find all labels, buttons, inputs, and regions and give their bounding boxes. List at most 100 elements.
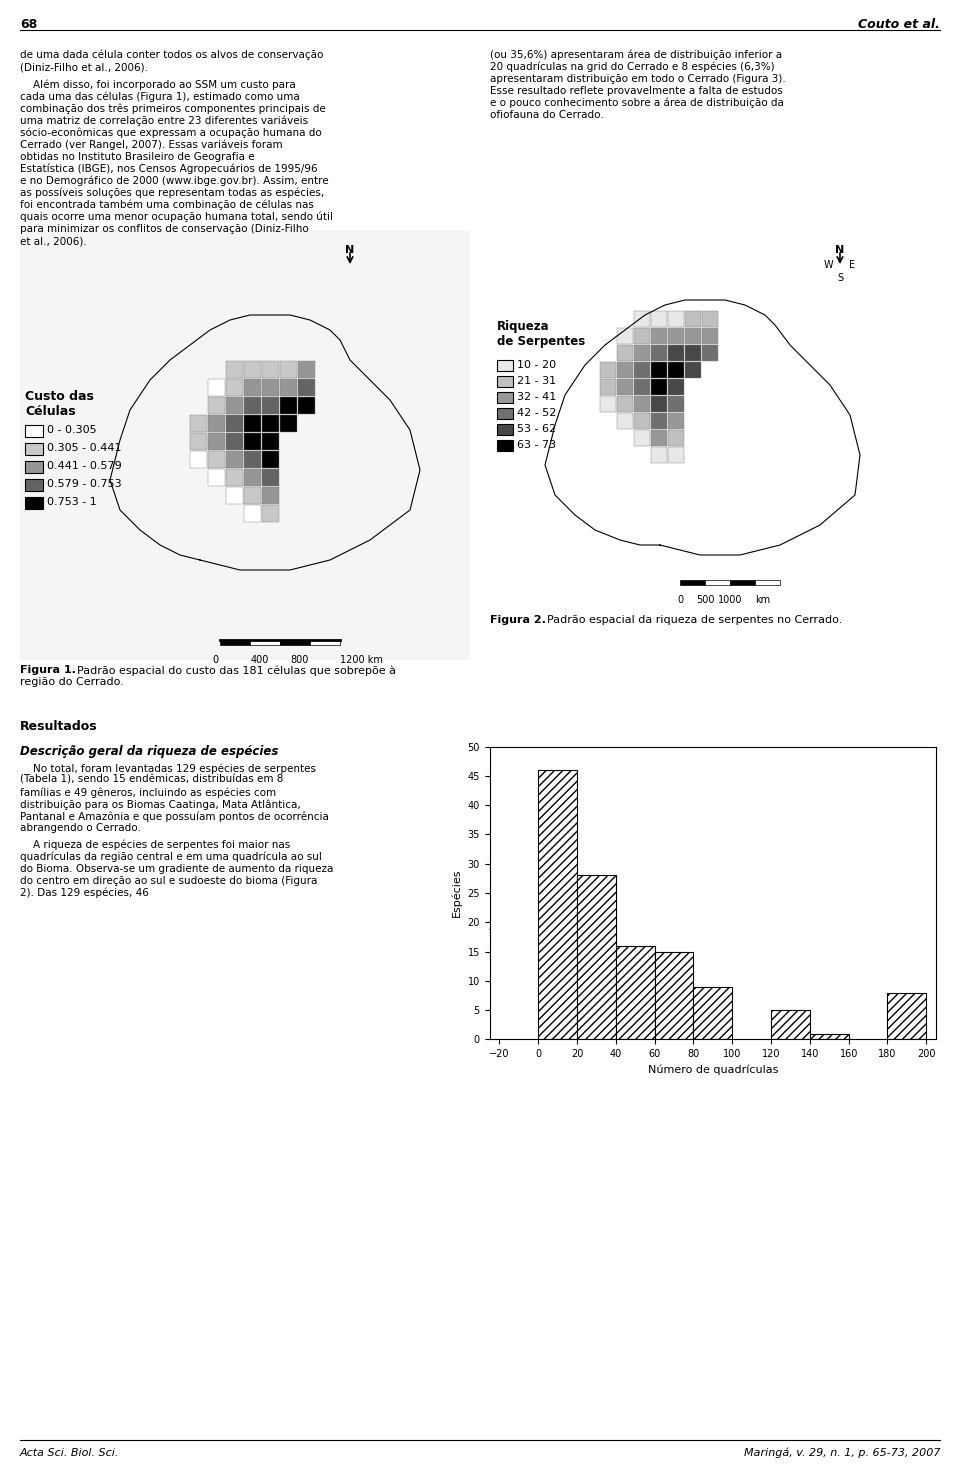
Bar — [651, 447, 667, 463]
Text: N: N — [835, 244, 845, 255]
Bar — [25, 425, 43, 436]
Text: Descrição geral da riqueza de espécies: Descrição geral da riqueza de espécies — [20, 745, 278, 758]
Text: Maringá, v. 29, n. 1, p. 65-73, 2007: Maringá, v. 29, n. 1, p. 65-73, 2007 — [743, 1448, 940, 1458]
Bar — [600, 379, 616, 395]
Bar — [244, 414, 261, 432]
Bar — [262, 414, 279, 432]
Text: A relação entre a riqueza de espécies e cada uma das: A relação entre a riqueza de espécies e … — [490, 940, 785, 950]
Text: Histograma das áreas de distribuição geográfica (i.e.,: Histograma das áreas de distribuição geo… — [547, 895, 847, 906]
Text: Figura 3.: Figura 3. — [490, 895, 545, 905]
Text: variáveis é não linear (Figura 4) e, individualmente,: variáveis é não linear (Figura 4) e, ind… — [490, 952, 760, 962]
Bar — [497, 376, 513, 386]
Bar — [668, 379, 684, 395]
Bar — [634, 346, 650, 362]
Text: 2). Das 129 espécies, 46: 2). Das 129 espécies, 46 — [20, 889, 149, 899]
Bar — [634, 328, 650, 344]
Bar — [226, 397, 243, 414]
Bar — [634, 395, 650, 411]
Bar — [651, 413, 667, 429]
Bar — [705, 580, 730, 586]
Text: 21 - 31: 21 - 31 — [517, 376, 556, 386]
Text: 63 - 73: 63 - 73 — [517, 441, 556, 449]
Bar — [755, 580, 780, 586]
Bar — [668, 328, 684, 344]
X-axis label: Número de quadrículas: Número de quadrículas — [648, 1064, 778, 1075]
Text: 0: 0 — [212, 654, 218, 665]
Text: enquanto que a estrutura espacial explica 74% (r² =: enquanto que a estrutura espacial explic… — [490, 1012, 765, 1022]
Text: Couto et al.: Couto et al. — [858, 18, 940, 31]
Bar — [600, 362, 616, 378]
Bar — [226, 362, 243, 378]
Bar — [634, 379, 650, 395]
Bar — [651, 310, 667, 326]
Bar — [280, 414, 297, 432]
Text: revelou que as variáveis ambientais utilizadas explicam: revelou que as variáveis ambientais util… — [490, 988, 782, 998]
Bar — [190, 433, 207, 449]
Bar — [244, 362, 261, 378]
Text: sócio-econômicas que expressam a ocupação humana do: sócio-econômicas que expressam a ocupaçã… — [20, 127, 322, 139]
Text: Estatística (IBGE), nos Censos Agropecuários de 1995/96: Estatística (IBGE), nos Censos Agropecuá… — [20, 164, 318, 174]
Text: E: E — [849, 261, 855, 269]
Y-axis label: Espécies: Espécies — [451, 868, 462, 918]
Bar — [244, 379, 261, 395]
Bar — [244, 451, 261, 468]
Bar — [262, 505, 279, 523]
Bar — [208, 414, 225, 432]
Bar — [262, 397, 279, 414]
Text: 20 quadrículas na grid do Cerrado e 8 espécies (6,3%): 20 quadrículas na grid do Cerrado e 8 es… — [490, 61, 775, 73]
Text: cada uma das variáveis explica muito pouco da variação: cada uma das variáveis explica muito pou… — [490, 963, 787, 975]
Bar — [280, 379, 297, 395]
Text: de uma dada célula conter todos os alvos de conservação: de uma dada célula conter todos os alvos… — [20, 50, 324, 60]
Bar — [617, 362, 633, 378]
Bar — [634, 430, 650, 447]
Bar — [617, 346, 633, 362]
Text: do centro em direção ao sul e sudoeste do bioma (Figura: do centro em direção ao sul e sudoeste d… — [20, 875, 318, 886]
Bar — [298, 397, 315, 414]
Bar — [497, 360, 513, 370]
Text: A riqueza de espécies de serpentes foi maior nas: A riqueza de espécies de serpentes foi m… — [20, 840, 290, 851]
Bar — [887, 993, 926, 1039]
Bar — [298, 362, 315, 378]
Bar — [262, 433, 279, 449]
Text: 68: 68 — [20, 18, 37, 31]
Bar — [680, 580, 705, 586]
Text: 400: 400 — [251, 654, 269, 665]
Text: 0,745). Ambos (variáveis e espaço) explicam 76%.: 0,745). Ambos (variáveis e espaço) expli… — [490, 1023, 755, 1035]
Text: S: S — [837, 272, 843, 283]
Text: (Tabela 1), sendo 15 endêmicas, distribuídas em 8: (Tabela 1), sendo 15 endêmicas, distribu… — [20, 774, 283, 785]
Bar — [693, 987, 732, 1039]
Text: apenas 34,65% (r² = 0,346) da variação na riqueza,: apenas 34,65% (r² = 0,346) da variação n… — [490, 1000, 761, 1010]
Text: Padrão espacial do custo das 181 células que sobrepõe à: Padrão espacial do custo das 181 células… — [77, 665, 396, 675]
Bar — [702, 310, 718, 326]
Bar — [497, 441, 513, 451]
Bar — [226, 379, 243, 395]
Bar — [226, 488, 243, 504]
Bar — [25, 496, 43, 509]
Text: do Bioma. Observa-se um gradiente de aumento da riqueza: do Bioma. Observa-se um gradiente de aum… — [20, 864, 333, 874]
Bar — [615, 946, 655, 1039]
Bar — [668, 346, 684, 362]
Bar — [25, 444, 43, 455]
Bar — [668, 413, 684, 429]
Bar — [244, 505, 261, 523]
Bar — [208, 468, 225, 486]
Bar — [226, 414, 243, 432]
Bar — [190, 414, 207, 432]
Text: km: km — [755, 594, 770, 605]
Bar — [262, 362, 279, 378]
Bar — [668, 430, 684, 447]
Text: 500: 500 — [696, 594, 714, 605]
Bar — [702, 328, 718, 344]
Text: 0.441 - 0.579: 0.441 - 0.579 — [47, 461, 122, 471]
Bar — [190, 451, 207, 468]
Text: número de quadrículas) das 129 espécies de serpentes no Cerrado.: número de quadrículas) das 129 espécies … — [490, 908, 868, 918]
Text: N: N — [346, 244, 354, 255]
Bar — [250, 640, 280, 646]
Text: 0.753 - 1: 0.753 - 1 — [47, 496, 97, 507]
Text: as possíveis soluções que representam todas as espécies,: as possíveis soluções que representam to… — [20, 187, 324, 199]
Bar — [25, 461, 43, 473]
Text: obtidas no Instituto Brasileiro de Geografia e: obtidas no Instituto Brasileiro de Geogr… — [20, 152, 254, 163]
Text: Além disso, foi incorporado ao SSM um custo para: Além disso, foi incorporado ao SSM um cu… — [20, 81, 296, 91]
Bar — [771, 1010, 810, 1039]
Bar — [244, 468, 261, 486]
